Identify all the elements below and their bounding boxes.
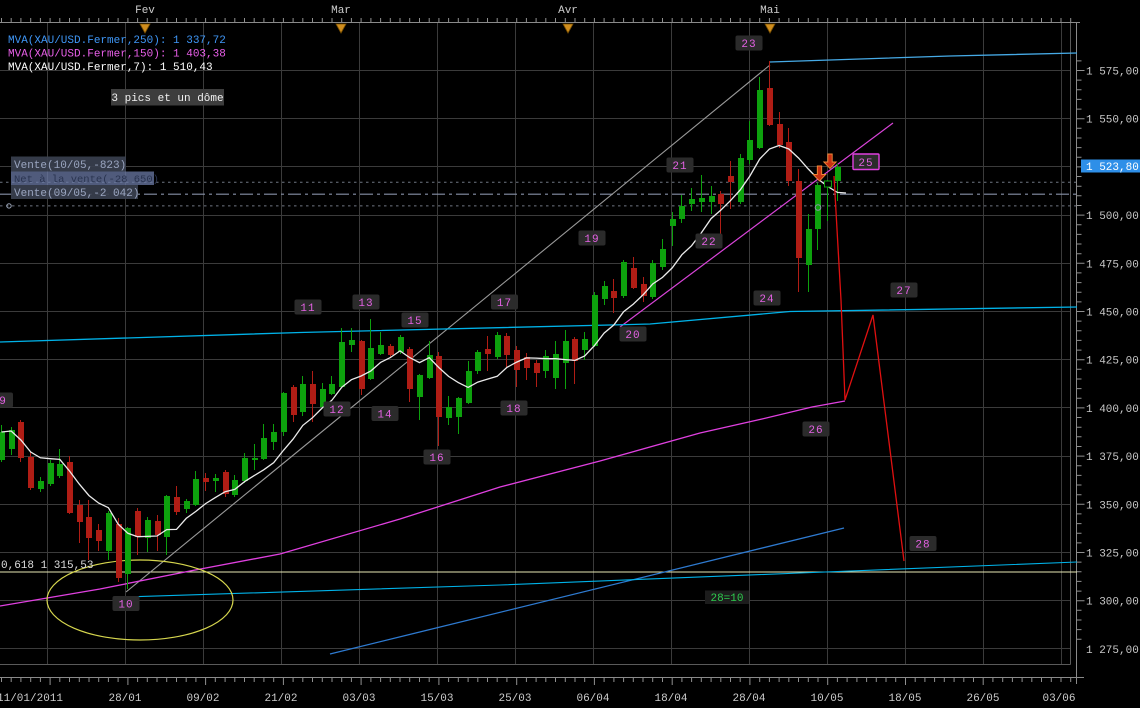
svg-text:1 350,00: 1 350,00 bbox=[1086, 500, 1139, 512]
svg-text:MVA(XAU/USD.Fermer,7): 1 510,4: MVA(XAU/USD.Fermer,7): 1 510,43 bbox=[8, 62, 213, 74]
svg-text:26/05: 26/05 bbox=[966, 693, 999, 705]
svg-text:Mai: Mai bbox=[760, 5, 780, 17]
svg-text:28=10: 28=10 bbox=[710, 593, 743, 605]
svg-text:24: 24 bbox=[759, 294, 774, 306]
svg-text:1 575,00: 1 575,00 bbox=[1086, 67, 1139, 79]
svg-text:26: 26 bbox=[808, 425, 823, 437]
svg-text:3 pics et un dôme: 3 pics et un dôme bbox=[111, 93, 223, 105]
svg-text:21/02: 21/02 bbox=[264, 693, 297, 705]
svg-text:18: 18 bbox=[506, 404, 521, 416]
svg-text:0,618 1 315,53: 0,618 1 315,53 bbox=[1, 560, 93, 572]
svg-text:Net à la vente(-28 650): Net à la vente(-28 650) bbox=[14, 174, 159, 186]
svg-text:27: 27 bbox=[896, 286, 911, 298]
svg-text:15: 15 bbox=[407, 316, 422, 328]
svg-text:MVA(XAU/USD.Fermer,250): 1 337: MVA(XAU/USD.Fermer,250): 1 337,72 bbox=[8, 35, 226, 47]
svg-text:Mar: Mar bbox=[331, 5, 351, 17]
svg-text:13: 13 bbox=[358, 298, 373, 310]
svg-text:03/06: 03/06 bbox=[1042, 693, 1075, 705]
svg-text:25: 25 bbox=[858, 158, 873, 170]
svg-text:09/02: 09/02 bbox=[186, 693, 219, 705]
svg-text:1 425,00: 1 425,00 bbox=[1086, 356, 1139, 368]
svg-text:1 275,00: 1 275,00 bbox=[1086, 645, 1139, 657]
svg-text:12: 12 bbox=[329, 405, 344, 417]
svg-text:1 500,00: 1 500,00 bbox=[1086, 211, 1139, 223]
svg-text:20: 20 bbox=[625, 330, 640, 342]
svg-text:Vente(09/05,-2 042): Vente(09/05,-2 042) bbox=[14, 188, 139, 200]
svg-text:1 325,00: 1 325,00 bbox=[1086, 549, 1139, 561]
svg-text:28: 28 bbox=[915, 539, 930, 551]
svg-text:MVA(XAU/USD.Fermer,150): 1 403: MVA(XAU/USD.Fermer,150): 1 403,38 bbox=[8, 49, 226, 61]
svg-text:18/04: 18/04 bbox=[654, 693, 687, 705]
svg-text:28/01: 28/01 bbox=[108, 693, 141, 705]
svg-text:10/05: 10/05 bbox=[810, 693, 843, 705]
svg-text:11/01/2011: 11/01/2011 bbox=[0, 693, 63, 705]
svg-text:28/04: 28/04 bbox=[732, 693, 765, 705]
svg-text:9: 9 bbox=[0, 396, 7, 408]
svg-text:1 375,00: 1 375,00 bbox=[1086, 452, 1139, 464]
svg-text:17: 17 bbox=[497, 298, 512, 310]
svg-text:11: 11 bbox=[300, 303, 315, 315]
svg-text:1 523,80: 1 523,80 bbox=[1086, 162, 1139, 174]
svg-text:19: 19 bbox=[584, 234, 599, 246]
svg-text:1 400,00: 1 400,00 bbox=[1086, 404, 1139, 416]
svg-text:25/03: 25/03 bbox=[498, 693, 531, 705]
svg-text:1 475,00: 1 475,00 bbox=[1086, 259, 1139, 271]
svg-text:16: 16 bbox=[429, 453, 444, 465]
svg-text:Fev: Fev bbox=[135, 5, 155, 17]
svg-text:1 550,00: 1 550,00 bbox=[1086, 115, 1139, 127]
svg-text:15/03: 15/03 bbox=[420, 693, 453, 705]
svg-text:23: 23 bbox=[741, 39, 756, 51]
svg-text:14: 14 bbox=[377, 409, 392, 421]
svg-text:1 450,00: 1 450,00 bbox=[1086, 308, 1139, 320]
svg-text:03/03: 03/03 bbox=[342, 693, 375, 705]
svg-text:1 300,00: 1 300,00 bbox=[1086, 597, 1139, 609]
svg-text:21: 21 bbox=[672, 161, 687, 173]
svg-text:Avr: Avr bbox=[558, 5, 578, 17]
svg-text:18/05: 18/05 bbox=[888, 693, 921, 705]
svg-text:06/04: 06/04 bbox=[576, 693, 609, 705]
svg-text:Vente(10/05,-823): Vente(10/05,-823) bbox=[14, 160, 126, 172]
svg-text:10: 10 bbox=[118, 599, 133, 611]
svg-text:22: 22 bbox=[701, 237, 716, 249]
